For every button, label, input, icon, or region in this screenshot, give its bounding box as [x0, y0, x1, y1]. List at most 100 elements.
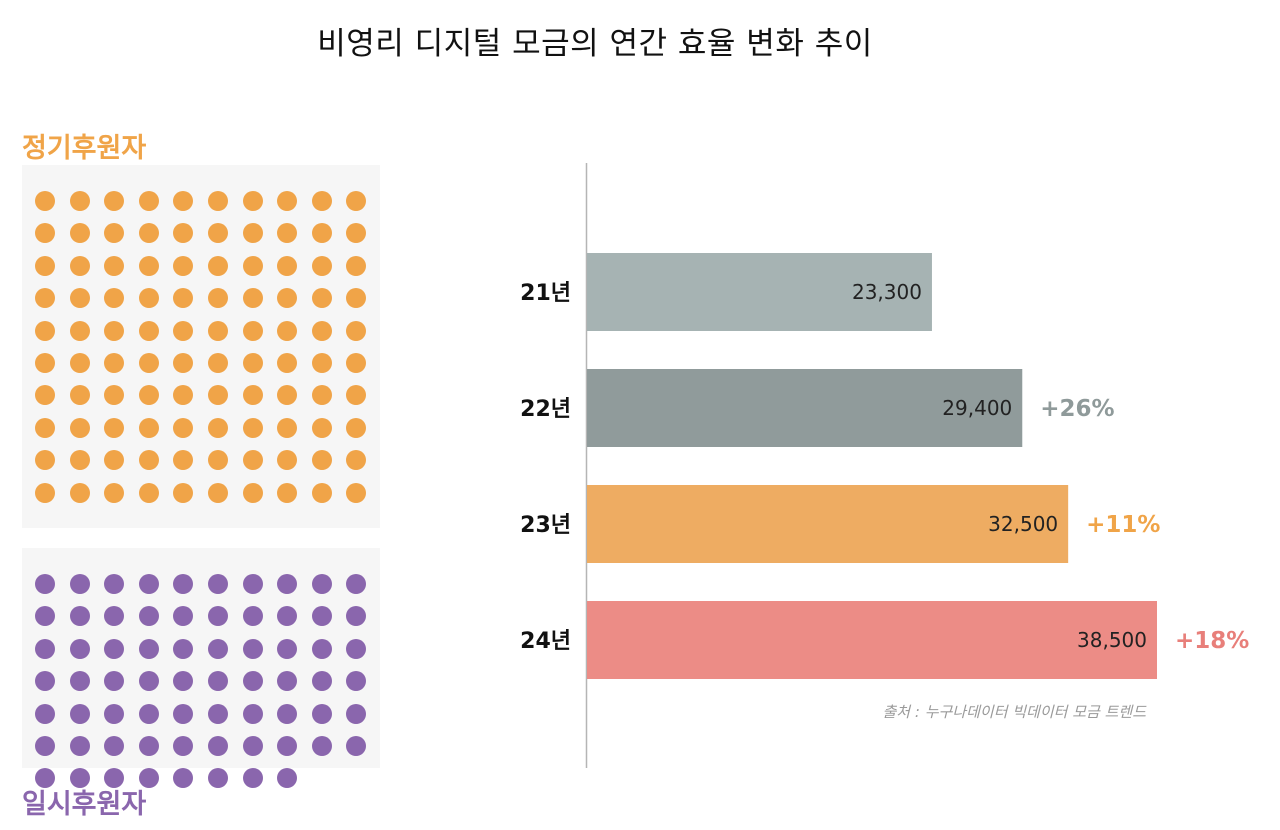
page-title: 비영리 디지털 모금의 연간 효율 변화 추이: [317, 26, 873, 62]
regular-donor-dot: [208, 255, 228, 276]
temporary-donor-dot: [277, 574, 298, 594]
regular-donor-dot: [35, 450, 55, 471]
bar-value-label: 38,500: [1077, 628, 1147, 652]
bar: [587, 485, 1069, 563]
regular-donor-dot: [208, 191, 228, 211]
regular-donor-dot: [346, 482, 367, 503]
bar: [587, 253, 932, 331]
regular-donor-dot: [208, 223, 228, 244]
regular-donor-dot: [173, 353, 194, 373]
temporary-donor-dot: [104, 606, 125, 627]
regular-donor-dot: [277, 450, 298, 471]
temporary-donor-dot-panel: [22, 548, 380, 789]
temporary-donor-dot: [311, 638, 332, 659]
temporary-donor-dot: [138, 606, 159, 627]
temporary-donor-dot: [173, 768, 194, 789]
regular-donor-dot: [242, 353, 263, 373]
regular-donor-dot: [346, 417, 367, 438]
regular-donor-dot: [277, 223, 298, 244]
temporary-donor-dot: [311, 574, 332, 594]
regular-donor-dot: [69, 223, 90, 244]
temporary-donor-dot: [242, 606, 263, 627]
temporary-donor-dot: [35, 574, 55, 594]
growth-rate-label: +26%: [1040, 396, 1114, 422]
temporary-donor-dot: [69, 671, 90, 692]
temporary-donor-dot: [69, 736, 90, 756]
regular-donor-dot: [173, 450, 194, 471]
regular-donor-dot: [208, 482, 228, 503]
temporary-donor-dot: [138, 703, 159, 724]
regular-donor-dot: [311, 417, 332, 438]
regular-donor-dot: [138, 385, 159, 406]
regular-donor-dot: [138, 417, 159, 438]
regular-donor-dot: [242, 191, 263, 211]
temporary-donor-dot: [208, 703, 228, 724]
regular-donor-dot: [346, 450, 367, 471]
temporary-donor-dot: [35, 671, 55, 692]
regular-donor-dot: [104, 385, 125, 406]
temporary-donor-dot: [69, 606, 90, 627]
temporary-donor-dot: [277, 638, 298, 659]
year-label: 21년: [520, 281, 571, 306]
temporary-donor-dot: [173, 638, 194, 659]
temporary-donor-label: 일시후원자: [22, 789, 147, 820]
temporary-donor-dot: [35, 638, 55, 659]
regular-donor-dot: [311, 191, 332, 211]
regular-donor-dot: [138, 223, 159, 244]
regular-donor-dot: [138, 320, 159, 341]
regular-donor-dot: [35, 223, 55, 244]
temporary-donor-dot: [311, 606, 332, 627]
temporary-donor-dot: [138, 736, 159, 756]
regular-donor-dot: [104, 320, 125, 341]
temporary-donor-dot: [346, 638, 367, 659]
temporary-donor-dot: [277, 606, 298, 627]
temporary-donor-dot: [242, 768, 263, 789]
regular-donor-dot: [311, 385, 332, 406]
regular-donor-dot: [208, 353, 228, 373]
regular-donor-dot: [69, 450, 90, 471]
temporary-donor-dot: [69, 703, 90, 724]
growth-rate-label: +18%: [1175, 628, 1249, 654]
regular-donor-dot: [346, 255, 367, 276]
temporary-donor-dot: [35, 703, 55, 724]
temporary-donor-dot: [69, 638, 90, 659]
temporary-donor-dot: [346, 574, 367, 594]
regular-donor-dot: [242, 385, 263, 406]
temporary-donor-dot: [242, 574, 263, 594]
temporary-donor-dot: [242, 736, 263, 756]
regular-donor-label: 정기후원자: [22, 133, 147, 164]
regular-donor-dot: [138, 288, 159, 309]
temporary-donor-dot: [104, 638, 125, 659]
temporary-donor-dot: [138, 638, 159, 659]
regular-donor-dot: [346, 385, 367, 406]
temporary-donor-dot: [35, 736, 55, 756]
regular-donor-dot: [138, 450, 159, 471]
bar: [587, 601, 1157, 679]
regular-donor-dot: [277, 417, 298, 438]
regular-donor-dot: [208, 450, 228, 471]
temporary-donor-dot: [208, 638, 228, 659]
temporary-donor-dot: [173, 736, 194, 756]
temporary-donor-dot: [173, 574, 194, 594]
regular-donor-dot-panel: [22, 165, 380, 528]
bar-value-label: 23,300: [852, 280, 922, 304]
regular-donor-dot: [69, 385, 90, 406]
temporary-donor-dot: [346, 671, 367, 692]
regular-donor-dot: [104, 255, 125, 276]
regular-donor-dot: [173, 255, 194, 276]
regular-donor-dot: [346, 320, 367, 341]
temporary-donor-dot: [346, 606, 367, 627]
regular-donor-dot: [346, 353, 367, 373]
temporary-donor-dot: [173, 703, 194, 724]
regular-donor-dot: [277, 255, 298, 276]
regular-donor-dot: [138, 191, 159, 211]
bar-value-label: 29,400: [942, 396, 1012, 420]
regular-donor-dot: [173, 482, 194, 503]
regular-donor-dot: [277, 191, 298, 211]
bar: [587, 369, 1023, 447]
regular-donor-dot: [173, 385, 194, 406]
regular-donor-dot: [173, 288, 194, 309]
regular-donor-dot: [311, 288, 332, 309]
regular-donor-dot: [311, 482, 332, 503]
